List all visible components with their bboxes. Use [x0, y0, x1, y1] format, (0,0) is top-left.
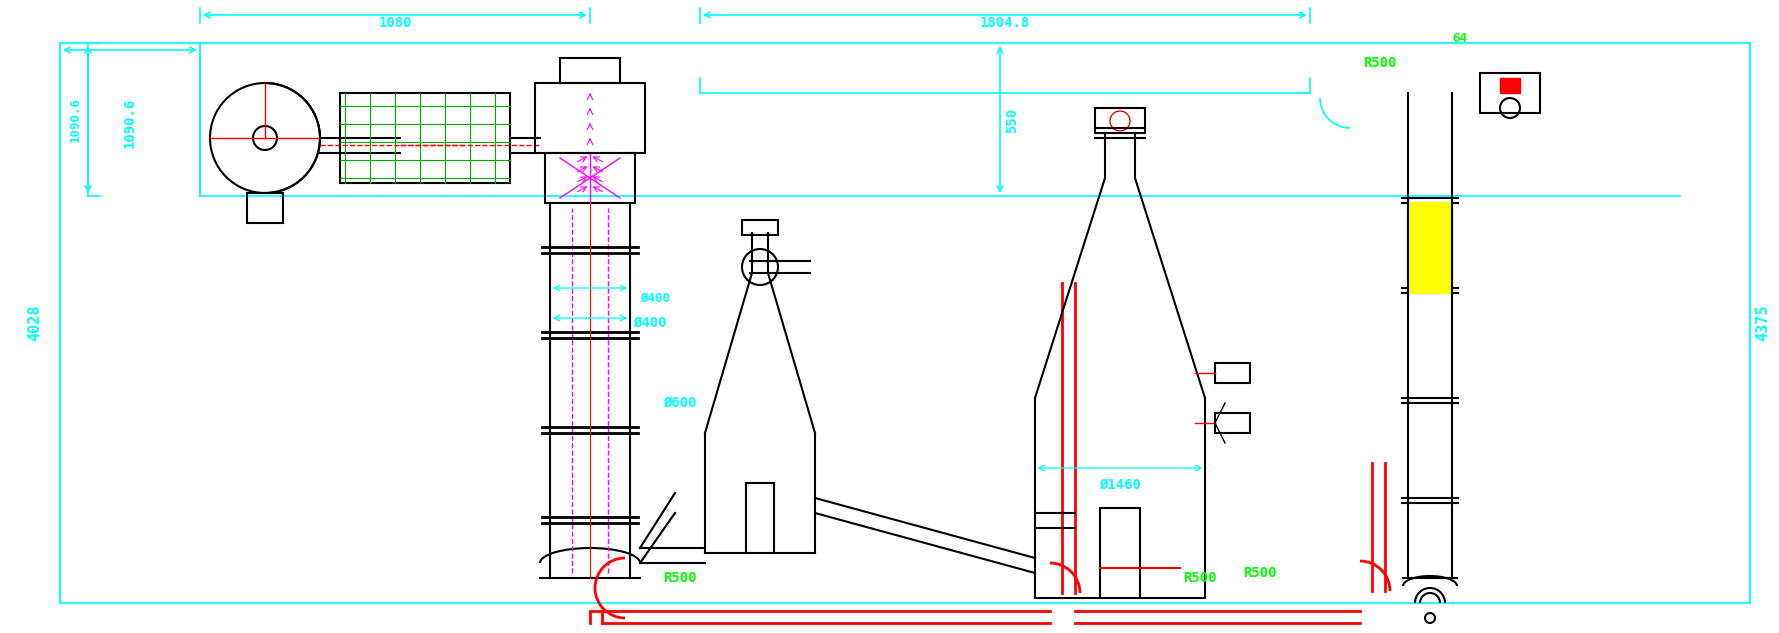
Text: 1080: 1080: [379, 16, 411, 30]
Text: Ø600: Ø600: [664, 396, 697, 410]
Text: R500: R500: [1244, 566, 1277, 580]
Bar: [340, 93, 511, 183]
Text: Ø400: Ø400: [633, 316, 667, 330]
Text: 64: 64: [1452, 32, 1468, 44]
Text: R500: R500: [664, 571, 697, 585]
Text: 1090.6: 1090.6: [69, 97, 82, 142]
Text: 4375: 4375: [1756, 304, 1770, 341]
Text: Ø1460: Ø1460: [1099, 478, 1140, 492]
Bar: [544, 153, 635, 203]
Bar: [1096, 108, 1146, 133]
Text: R500: R500: [1363, 56, 1397, 70]
Text: R500: R500: [1183, 571, 1217, 585]
Bar: [1215, 413, 1251, 433]
Bar: [1215, 363, 1251, 383]
Bar: [1500, 78, 1519, 93]
Bar: [1407, 203, 1452, 293]
Bar: [560, 58, 621, 83]
Bar: [742, 220, 777, 235]
Text: 1090.6: 1090.6: [123, 98, 137, 148]
Text: 4028: 4028: [27, 304, 43, 341]
Bar: [1480, 73, 1541, 113]
Text: 550: 550: [1005, 108, 1019, 132]
Text: 1804.8: 1804.8: [980, 16, 1030, 30]
Bar: [535, 83, 646, 153]
Text: Ø400: Ø400: [640, 292, 671, 304]
Bar: [247, 193, 283, 223]
